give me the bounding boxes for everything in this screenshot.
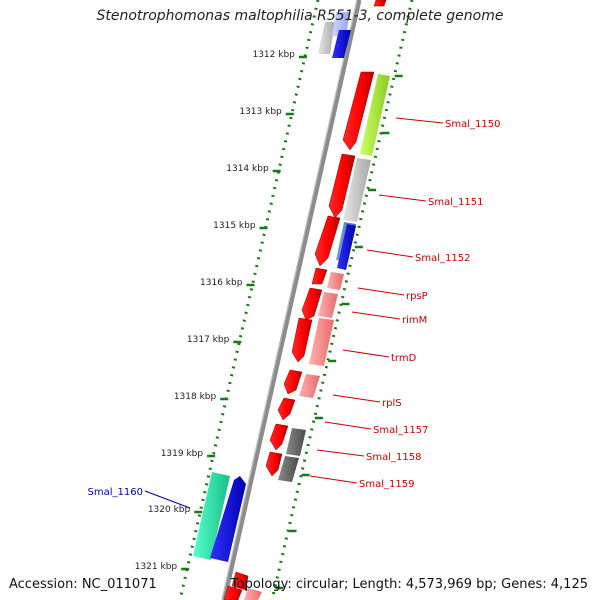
gene-arrow-rpsp-pink xyxy=(327,272,344,290)
gene-arrow-rpsp xyxy=(311,267,328,285)
gene-leader-line xyxy=(351,311,401,320)
gene-arrow-smal-1160 xyxy=(193,472,230,560)
gene-leader-line xyxy=(332,394,381,403)
gene-leader-line xyxy=(395,117,444,124)
gene-label-smal-1151[interactable]: Smal_1151 xyxy=(428,197,483,208)
gene-arrow-top-gray xyxy=(318,22,335,54)
gene-label-smal-1158[interactable]: Smal_1158 xyxy=(366,452,421,463)
feature-group xyxy=(193,0,390,600)
gene-label-rpsp[interactable]: rpsP xyxy=(406,291,428,302)
gene-leader-line xyxy=(342,349,390,358)
gene-arrow-gray-1151 xyxy=(343,158,371,222)
gene-label-smal-1150[interactable]: Smal_1150 xyxy=(445,119,500,130)
gene-arrow-top-blue xyxy=(332,30,351,58)
gene-arrow-blue-1160 xyxy=(210,476,246,562)
tick-label: 1319 kbp xyxy=(161,449,204,459)
tick-label: 1318 kbp xyxy=(174,392,217,402)
gene-arrow-smal-1157 xyxy=(269,423,289,451)
gene-arrow-rpls-pink xyxy=(299,374,320,398)
genome-title: Stenotrophomonas maltophilia R551-3, com… xyxy=(96,8,504,24)
gene-arrow-rimm-pink xyxy=(318,292,338,318)
gene-arrow-trmd-pink xyxy=(309,318,334,366)
gene-arrow-green xyxy=(360,74,390,156)
gene-arrow-bottom-pink xyxy=(244,588,262,600)
gene-arrow-bottom-2 xyxy=(223,585,243,600)
gene-label-group: Smal_1150 Smal_1151 Smal_1152 rpsP rimM trmD r… xyxy=(88,117,500,509)
gene-label-smal-1159[interactable]: Smal_1159 xyxy=(359,479,414,490)
gene-label-rimm[interactable]: rimM xyxy=(402,315,427,326)
gene-arrow-small xyxy=(277,397,296,421)
gene-arrow-smal-1151 xyxy=(328,153,356,219)
tick-label: 1314 kbp xyxy=(226,164,269,174)
tick-label: 1313 kbp xyxy=(239,107,282,117)
gene-arrow-dark-1158 xyxy=(278,456,299,482)
gene-leader-line xyxy=(366,249,414,258)
gene-arrow-smal-1152 xyxy=(314,215,341,267)
tick-label: 1317 kbp xyxy=(187,335,230,345)
gene-arrow-bottom-1 xyxy=(231,571,249,591)
gene-leader-line xyxy=(378,194,427,202)
gene-label-trmd[interactable]: trmD xyxy=(391,353,417,364)
ruler-line-left xyxy=(178,0,320,600)
tick-group: 1312 kbp 1313 kbp 1314 kbp 1315 kbp 1316 kbp… xyxy=(135,50,403,590)
topology-text: Topology: circular; Length: 4,573,969 bp… xyxy=(230,577,588,592)
gene-label-smal-1157[interactable]: Smal_1157 xyxy=(373,425,428,436)
gene-leader-line xyxy=(324,421,372,430)
gene-arrow-rimm xyxy=(301,287,323,321)
gene-label-smal-1160[interactable]: Smal_1160 xyxy=(88,487,143,498)
gene-label-rpls[interactable]: rplS xyxy=(382,398,402,409)
gene-arrow-smal-1158 xyxy=(265,451,283,477)
gene-leader-line xyxy=(309,475,358,484)
gene-label-smal-1152[interactable]: Smal_1152 xyxy=(415,253,470,264)
gene-arrow-blue-1152 xyxy=(337,224,356,270)
gene-leader-line xyxy=(316,449,365,457)
gene-leader-line xyxy=(357,287,405,296)
gene-leader-line xyxy=(144,490,191,509)
gene-arrow-smal-1150 xyxy=(342,71,375,151)
genome-axis xyxy=(221,0,362,600)
gene-arrow-dark-1157 xyxy=(286,428,306,456)
tick-label: 1315 kbp xyxy=(213,221,256,231)
gene-arrow-trmd xyxy=(291,317,313,363)
tick-label: 1320 kbp xyxy=(148,505,191,515)
ruler-line-right xyxy=(270,0,414,600)
tick-label: 1316 kbp xyxy=(200,278,243,288)
gene-arrow-top-1 xyxy=(373,0,387,7)
tick-label: 1312 kbp xyxy=(252,50,295,60)
gene-arrow-rpls xyxy=(283,369,303,395)
accession-text: Accession: NC_011071 xyxy=(9,577,157,592)
tick-label: 1321 kbp xyxy=(135,562,178,572)
